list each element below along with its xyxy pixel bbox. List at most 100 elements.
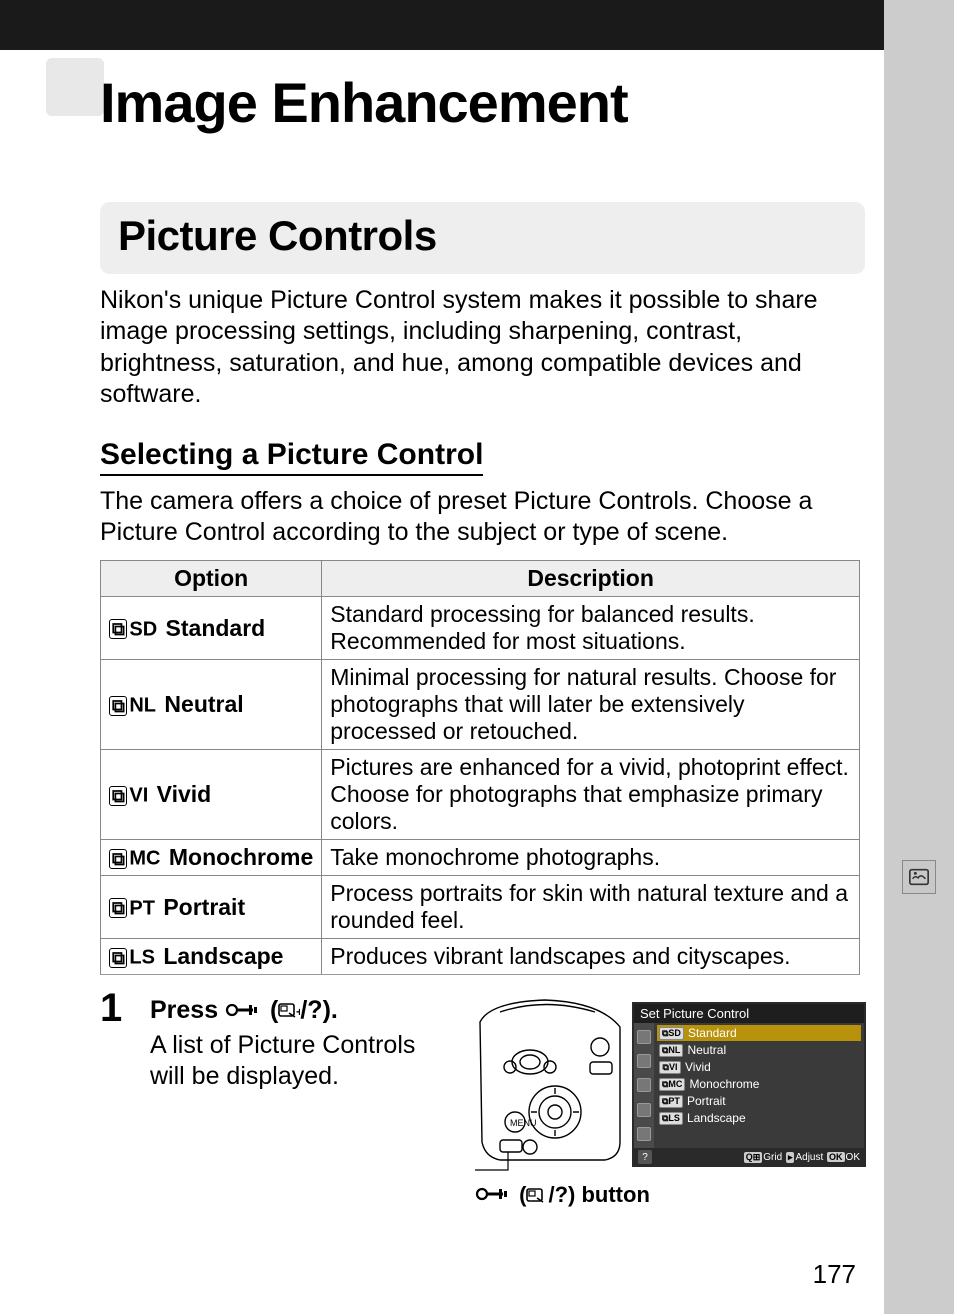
lcd-icon-column: [634, 1023, 654, 1148]
key-icon: [475, 1183, 513, 1209]
lcd-ok-label: OK: [846, 1152, 860, 1163]
chapter-icon: [46, 58, 104, 116]
lcd-item-badge: ⧉PT: [659, 1095, 683, 1108]
lcd-item-badge: ⧉NL: [659, 1044, 683, 1057]
table-row: ⧉VI VividPictures are enhanced for a viv…: [101, 750, 860, 840]
lcd-item-label: Neutral: [687, 1043, 726, 1057]
lcd-item: ⧉LS Landscape: [657, 1110, 861, 1126]
lcd-item: ⧉VI Vivid: [657, 1059, 861, 1075]
option-cell: ⧉SD Standard: [101, 597, 322, 660]
description-cell: Process portraits for skin with natural …: [322, 876, 860, 939]
side-thumb-tab: [902, 860, 936, 894]
svg-text:MENU: MENU: [510, 1118, 537, 1128]
lcd-item-badge: ⧉VI: [659, 1061, 681, 1074]
picture-control-icon: ⧉: [109, 696, 127, 716]
picture-control-table: Option Description ⧉SD StandardStandard …: [100, 560, 860, 975]
option-code: PT: [129, 897, 155, 919]
description-cell: Minimal processing for natural results. …: [322, 660, 860, 750]
lcd-item-badge: ⧉LS: [659, 1112, 683, 1125]
picture-control-icon: ⧉: [109, 898, 127, 918]
camera-diagram: MENU: [460, 992, 630, 1172]
table-header-option: Option: [101, 561, 322, 597]
option-code: NL: [129, 694, 156, 716]
option-name: Vivid: [157, 781, 212, 807]
lcd-item-label: Monochrome: [689, 1077, 759, 1091]
table-header-description: Description: [322, 561, 860, 597]
table-row: ⧉LS LandscapeProduces vibrant landscapes…: [101, 939, 860, 975]
lcd-footer: ? Q⊞Grid ▸Adjust OKOK: [634, 1148, 864, 1166]
lcd-title: Set Picture Control: [634, 1004, 864, 1023]
description-cell: Standard processing for balanced results…: [322, 597, 860, 660]
lcd-item-label: Landscape: [687, 1111, 746, 1125]
sub-paragraph: The camera offers a choice of preset Pic…: [100, 486, 860, 549]
chapter-title: Image Enhancement: [100, 70, 628, 135]
sub-heading: Selecting a Picture Control: [100, 438, 483, 476]
picture-control-icon: ⧉: [109, 948, 127, 968]
step-number: 1: [100, 986, 122, 1031]
ok-key-icon: OK: [827, 1152, 845, 1162]
description-cell: Take monochrome photographs.: [322, 840, 860, 876]
picture-control-icon: ⧉: [109, 619, 127, 639]
option-name: Monochrome: [169, 844, 313, 870]
option-cell: ⧉MC Monochrome: [101, 840, 322, 876]
option-cell: ⧉LS Landscape: [101, 939, 322, 975]
lcd-item: ⧉SD Standard: [657, 1025, 861, 1041]
table-row: ⧉SD StandardStandard processing for bala…: [101, 597, 860, 660]
zoom-help-icon: [526, 1182, 548, 1207]
option-cell: ⧉PT Portrait: [101, 876, 322, 939]
lcd-item: ⧉MC Monochrome: [657, 1076, 861, 1092]
caption-suffix: ) button: [568, 1182, 650, 1207]
lcd-screenshot: Set Picture Control ⧉SD Standard ⧉NL Neutra…: [632, 1002, 866, 1167]
option-code: SD: [129, 618, 157, 640]
option-code: VI: [129, 784, 148, 806]
lcd-item-badge: ⧉MC: [659, 1078, 685, 1091]
lcd-adjust-label: Adjust: [795, 1152, 823, 1163]
option-cell: ⧉NL Neutral: [101, 660, 322, 750]
option-cell: ⧉VI Vivid: [101, 750, 322, 840]
option-code: LS: [129, 946, 155, 968]
lcd-item: ⧉NL Neutral: [657, 1042, 861, 1058]
picture-control-icon: ⧉: [109, 849, 127, 869]
lcd-item: ⧉PT Portrait: [657, 1093, 861, 1109]
intro-paragraph: Nikon's unique Picture Control system ma…: [100, 285, 860, 410]
lcd-tab-icon: [637, 1127, 651, 1141]
adjust-key-icon: ▸: [786, 1152, 795, 1163]
step-divider: [100, 974, 860, 975]
lcd-item-label: Vivid: [685, 1060, 711, 1074]
description-cell: Pictures are enhanced for a vivid, photo…: [322, 750, 860, 840]
lcd-tab-icon: [637, 1030, 651, 1044]
section-banner: Picture Controls: [100, 202, 865, 274]
zoom-help-icon: +: [278, 996, 300, 1024]
picture-control-icon: ⧉: [109, 786, 127, 806]
step-title-prefix: Press: [150, 996, 225, 1024]
page-number: 177: [813, 1259, 856, 1290]
lcd-tab-icon: [637, 1103, 651, 1117]
lcd-tab-icon: [637, 1054, 651, 1068]
lcd-item-badge: ⧉SD: [659, 1027, 684, 1040]
option-name: Standard: [166, 615, 266, 641]
option-name: Portrait: [163, 894, 245, 920]
table-row: ⧉NL NeutralMinimal processing for natura…: [101, 660, 860, 750]
step-title-suffix: ).: [323, 996, 338, 1024]
step-title: Press (+/?).: [150, 996, 338, 1026]
table-row: ⧉PT PortraitProcess portraits for skin w…: [101, 876, 860, 939]
option-code: MC: [129, 847, 160, 869]
lcd-tab-icon: [637, 1078, 651, 1092]
table-row: ⧉MC MonochromeTake monochrome photograph…: [101, 840, 860, 876]
svg-text:+: +: [296, 1005, 300, 1019]
description-cell: Produces vibrant landscapes and cityscap…: [322, 939, 860, 975]
top-bar: [0, 0, 884, 50]
lcd-item-label: Standard: [688, 1026, 737, 1040]
camera-caption: (/?) button: [475, 1182, 650, 1209]
lcd-item-label: Portrait: [687, 1094, 726, 1108]
option-name: Neutral: [164, 691, 243, 717]
grid-key-icon: Q⊞: [744, 1152, 763, 1163]
lcd-grid-label: Grid: [763, 1152, 782, 1163]
help-icon: ?: [638, 1150, 652, 1164]
lcd-list: ⧉SD Standard ⧉NL Neutral ⧉VI Vivid⧉MC Monochro…: [654, 1023, 864, 1148]
section-title: Picture Controls: [118, 212, 847, 260]
option-name: Landscape: [163, 943, 283, 969]
step-body: A list of Picture Controls will be displ…: [150, 1030, 430, 1093]
manual-page: Image Enhancement Picture Controls Nikon…: [0, 0, 884, 1314]
key-icon: [225, 997, 263, 1026]
